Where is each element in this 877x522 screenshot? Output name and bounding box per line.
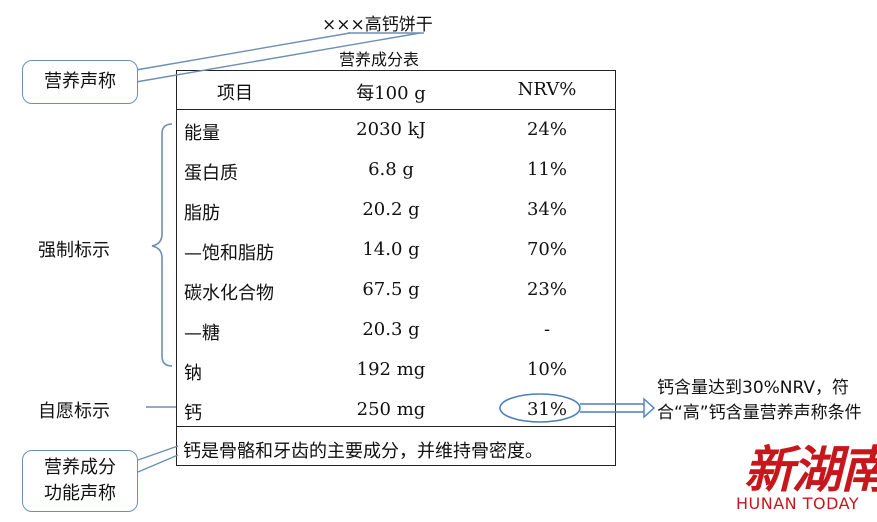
- nutrient-name: 脂肪: [184, 203, 220, 224]
- nutrient-nrv: 31%: [526, 399, 567, 420]
- nutrient-name: —糖: [184, 323, 220, 344]
- nutrient-nrv: 34%: [526, 199, 567, 220]
- nutrient-nrv: -: [543, 319, 551, 340]
- function-claim-label-line2: 功能声称: [44, 483, 116, 504]
- nutrient-name: 钙: [184, 403, 202, 424]
- calcium-claim-note: 钙含量达到30%NRV，符合“高”钙含量营养声称条件: [657, 378, 862, 423]
- table-title: 营养成分表: [339, 50, 420, 69]
- hunan-today-logo-text: HUNAN TODAY: [736, 494, 860, 513]
- function-claim-callout: 营养成分 功能声称: [22, 450, 138, 512]
- hunan-today-logo: 新湖南: [744, 440, 877, 499]
- nutrient-amount: 20.2 g: [362, 199, 420, 220]
- function-connector-line: [137, 445, 179, 461]
- nutrient-nrv: 10%: [526, 359, 567, 380]
- nutrition-claim-callout: 营养声称: [22, 60, 138, 104]
- nutrient-nrv: 23%: [526, 279, 567, 300]
- product-title: ×××高钙饼干: [322, 15, 433, 35]
- nutrition-claim-label: 营养声称: [44, 71, 116, 92]
- nutrient-nrv: 11%: [526, 159, 567, 180]
- function-claim-text: 钙是骨骼和牙齿的主要成分，并维持骨密度。: [183, 441, 543, 462]
- nutrient-name: 能量: [184, 123, 220, 144]
- footer-divider: [177, 426, 615, 427]
- function-connector-line: [137, 454, 179, 473]
- nutrient-name: —饱和脂肪: [184, 243, 274, 264]
- nutrient-name: 蛋白质: [184, 163, 238, 184]
- highlight-ellipse: [499, 393, 581, 423]
- header-item: 项目: [217, 83, 253, 104]
- nutrient-nrv: 70%: [526, 239, 567, 260]
- nutrient-name: 碳水化合物: [184, 283, 274, 304]
- arrow-head-icon: [643, 397, 656, 419]
- nutrient-amount: 2030 kJ: [356, 119, 426, 140]
- nutrient-amount: 6.8 g: [368, 159, 414, 180]
- nutrient-amount: 192 mg: [356, 359, 426, 380]
- nutrient-amount: 20.3 g: [362, 319, 420, 340]
- header-divider: [177, 109, 615, 110]
- mandatory-brace: [151, 123, 173, 367]
- nutrition-table: 项目 每100 g NRV% 能量 2030 kJ 24% 蛋白质 6.8 g …: [176, 70, 616, 466]
- header-nrv: NRV%: [517, 79, 577, 100]
- function-claim-label-line1: 营养成分: [44, 457, 116, 478]
- header-per100g: 每100 g: [356, 83, 426, 104]
- mandatory-label: 强制标示: [38, 240, 110, 261]
- nutrient-amount: 250 mg: [356, 399, 426, 420]
- claim-connector-line: [135, 32, 421, 83]
- nutrient-nrv: 24%: [526, 119, 567, 140]
- claim-connector-line: [135, 32, 351, 71]
- nutrient-amount: 67.5 g: [362, 279, 420, 300]
- nutrient-name: 钠: [184, 363, 202, 384]
- nutrient-amount: 14.0 g: [362, 239, 420, 260]
- voluntary-label: 自愿标示: [38, 401, 110, 422]
